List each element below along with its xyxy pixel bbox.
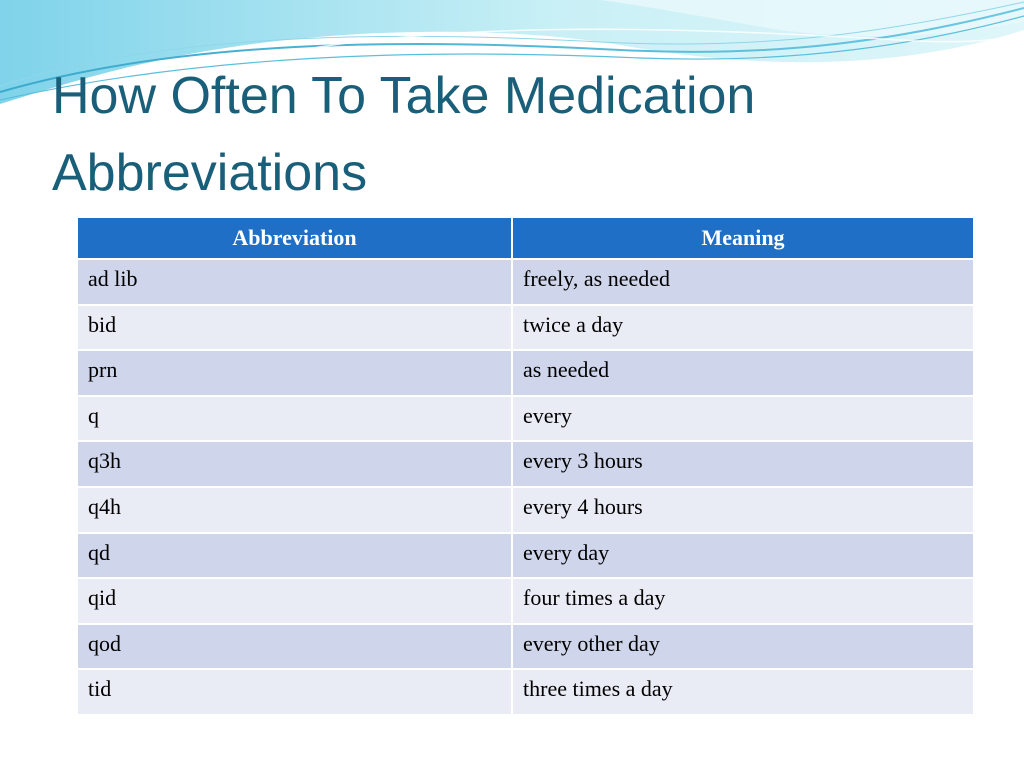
table-row: qd every day [76, 531, 975, 580]
meaning-cell: every 4 hours [511, 485, 975, 534]
table-row: tid three times a day [76, 668, 975, 716]
slide-title: How Often To Take Medication Abbreviatio… [52, 58, 992, 212]
slide-title-line-2: Abbreviations [52, 144, 368, 202]
meaning-cell: twice a day [511, 303, 975, 352]
column-header-abbreviation: Abbreviation [76, 216, 513, 260]
decorative-wave-banner [0, 0, 1024, 104]
meaning-cell: as needed [511, 349, 975, 397]
table-row: prn as needed [76, 349, 975, 397]
table-row: q3h every 3 hours [76, 440, 975, 488]
abbreviation-cell: qod [76, 622, 513, 671]
abbreviation-cell: q3h [76, 440, 513, 488]
wave-line-2 [0, 15, 1024, 101]
meaning-cell: every other day [511, 622, 975, 671]
meaning-cell: three times a day [511, 668, 975, 716]
abbreviation-cell: qid [76, 577, 513, 625]
abbreviation-cell: q [76, 394, 513, 443]
table-row: q every [76, 394, 975, 443]
abbreviation-cell: tid [76, 668, 513, 716]
table-row: ad lib freely, as needed [76, 258, 975, 306]
abbreviation-cell: qd [76, 531, 513, 580]
meaning-cell: freely, as needed [511, 258, 975, 306]
column-header-meaning: Meaning [511, 216, 975, 260]
table-row: bid twice a day [76, 303, 975, 352]
wave-line-1 [0, 7, 1024, 93]
table-row: qod every other day [76, 622, 975, 671]
table-row: q4h every 4 hours [76, 485, 975, 534]
wave-band-right [600, 0, 1024, 37]
meaning-cell: every [511, 394, 975, 443]
abbreviations-table: Abbreviation Meaning ad lib freely, as n… [76, 216, 975, 716]
wave-line-4 [299, 28, 1024, 51]
meaning-cell: four times a day [511, 577, 975, 625]
abbreviation-cell: prn [76, 349, 513, 397]
wave-line-3 [0, 1, 1024, 87]
meaning-cell: every day [511, 531, 975, 580]
slide-title-line-1: How Often To Take Medication [52, 67, 756, 125]
table-row: qid four times a day [76, 577, 975, 625]
abbreviation-cell: q4h [76, 485, 513, 534]
meaning-cell: every 3 hours [511, 440, 975, 488]
table-header-row: Abbreviation Meaning [76, 216, 975, 260]
abbreviation-cell: bid [76, 303, 513, 352]
abbreviation-cell: ad lib [76, 258, 513, 306]
